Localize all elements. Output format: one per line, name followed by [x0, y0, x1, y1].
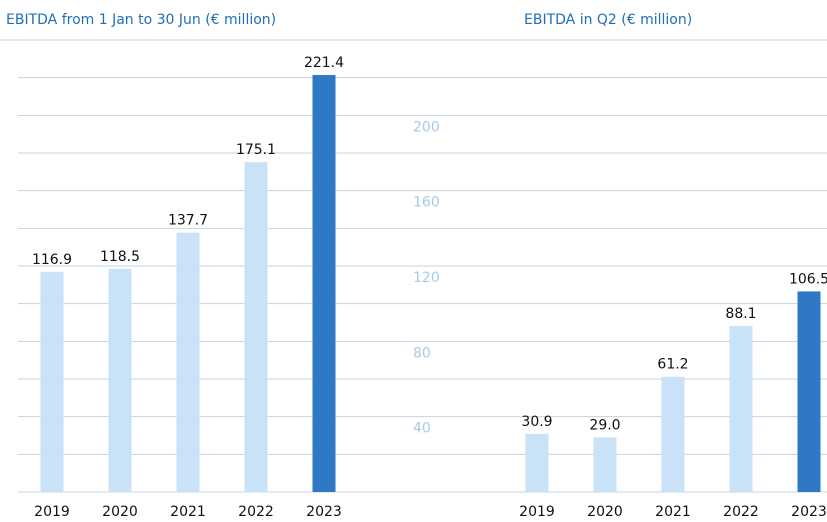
data-label: 118.5	[100, 249, 140, 265]
data-label: 137.7	[168, 213, 208, 229]
bar	[729, 326, 753, 492]
x-tick-label: 2019	[519, 504, 555, 520]
x-tick-label: 2020	[587, 504, 623, 520]
x-tick-label: 2020	[102, 504, 138, 520]
x-tick-label: 2023	[306, 504, 342, 520]
x-tick-label: 2023	[791, 504, 827, 520]
bar	[176, 232, 200, 493]
x-tick-label: 2022	[238, 504, 274, 520]
y-tick-label: 40	[413, 421, 431, 437]
data-label: 106.5	[789, 271, 827, 287]
bar	[525, 433, 549, 492]
data-label: 29.0	[589, 417, 620, 433]
bar	[40, 271, 64, 492]
y-tick-label: 120	[413, 270, 440, 286]
x-tick-label: 2021	[170, 504, 206, 520]
data-label: 61.2	[657, 357, 688, 373]
bar	[108, 268, 132, 492]
data-label: 175.1	[236, 142, 276, 158]
x-tick-label: 2019	[34, 504, 70, 520]
y-tick-label: 80	[413, 345, 431, 361]
y-tick-label: 200	[413, 119, 440, 135]
bar	[593, 437, 617, 492]
chart-title: EBITDA in Q2 (€ million)	[524, 12, 692, 28]
chart-title: EBITDA from 1 Jan to 30 Jun (€ million)	[6, 12, 276, 28]
x-tick-label: 2021	[655, 504, 691, 520]
data-label: 88.1	[725, 306, 756, 322]
data-label: 30.9	[521, 414, 552, 430]
y-tick-label: 160	[413, 195, 440, 211]
bar	[312, 75, 336, 492]
data-label: 116.9	[32, 252, 72, 268]
bar	[797, 291, 821, 492]
bar	[661, 376, 685, 492]
data-label: 221.4	[304, 55, 344, 71]
x-tick-label: 2022	[723, 504, 759, 520]
bar	[244, 162, 268, 492]
